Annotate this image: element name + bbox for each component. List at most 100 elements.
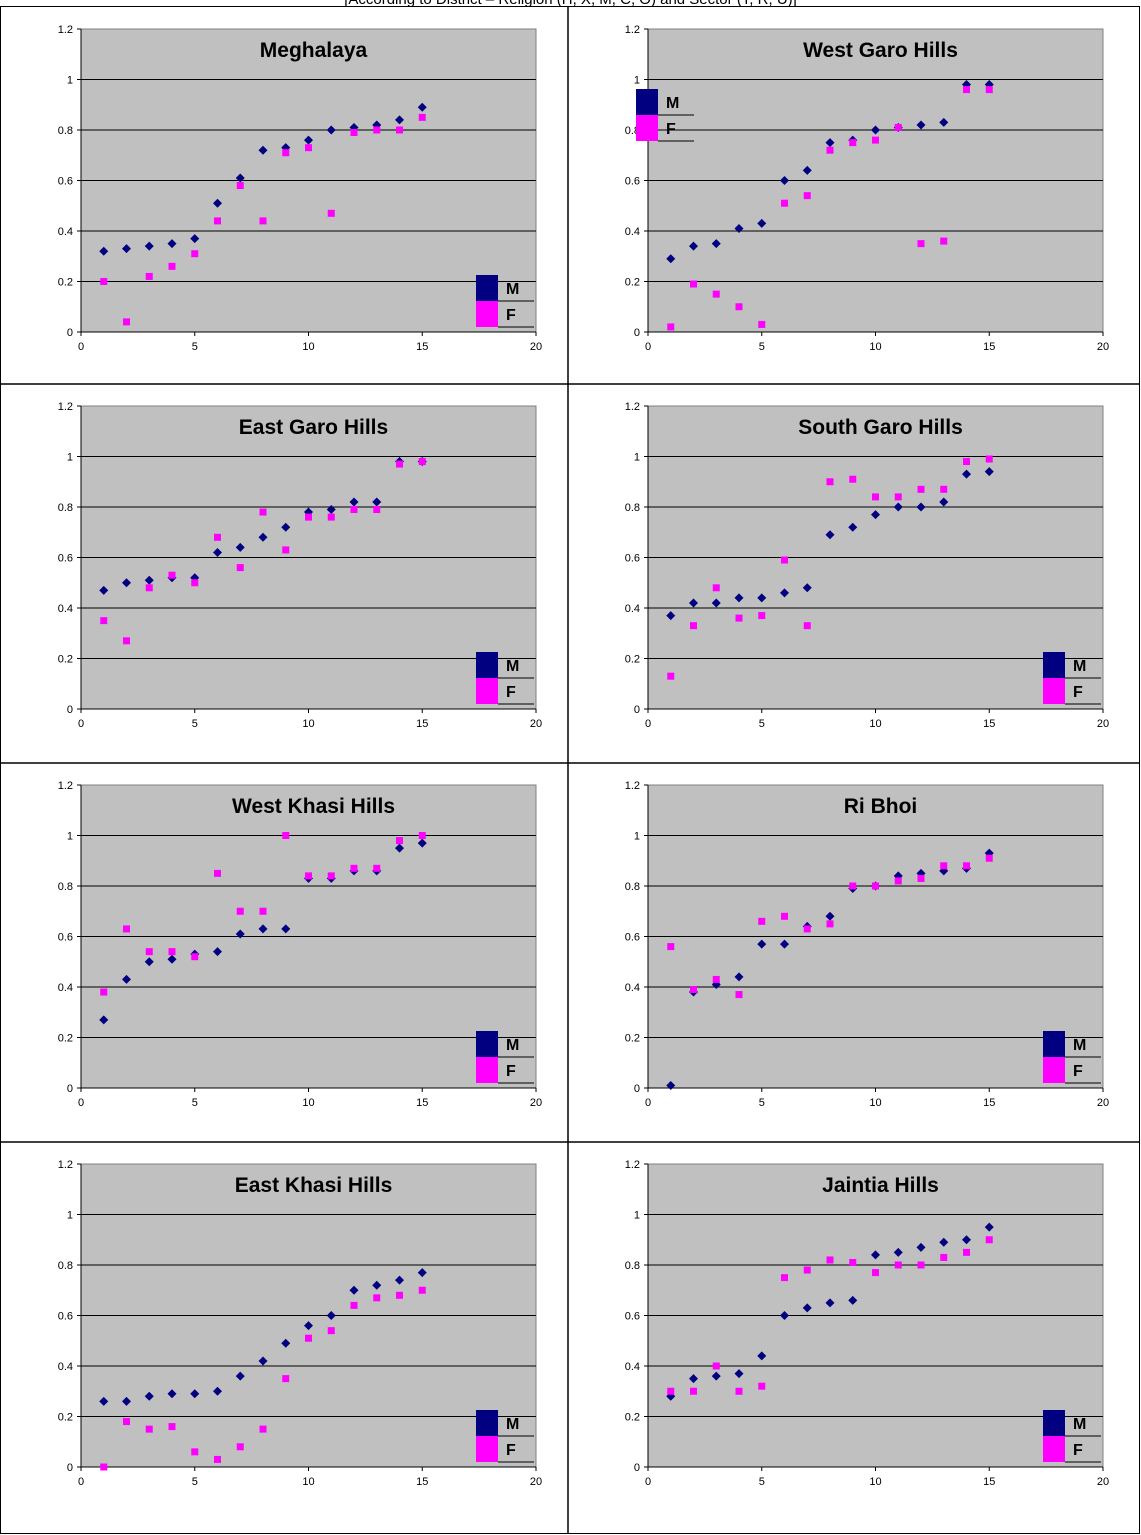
point-f: [236, 907, 244, 915]
point-f: [259, 217, 267, 225]
point-f: [894, 493, 902, 501]
x-tick-label: 5: [759, 1097, 765, 1109]
legend-label: M: [1073, 658, 1086, 675]
point-m: [122, 1396, 131, 1406]
x-tick-label: 0: [645, 1476, 651, 1488]
x-tick-label: 5: [192, 1097, 198, 1109]
point-f: [690, 622, 697, 630]
legend-swatch-m: [476, 1410, 498, 1436]
legend: MF: [476, 1031, 534, 1084]
y-tick-label: 0.6: [58, 1311, 73, 1323]
y-tick-label: 0.4: [625, 603, 640, 615]
point-f: [305, 513, 312, 521]
point-f: [803, 925, 811, 933]
point-f: [305, 144, 312, 152]
legend: MF: [636, 89, 694, 142]
point-m: [372, 497, 382, 507]
point-f: [758, 1382, 766, 1390]
chart-title: Jaintia Hills: [822, 1174, 939, 1197]
point-m: [122, 974, 131, 984]
point-f: [418, 113, 426, 121]
y-tick-label: 1: [634, 452, 640, 464]
x-tick-label: 20: [1097, 1476, 1109, 1488]
chart-panel: 0 0.2 0.4 0.6 0.8 1 1.2 0 5 10 15 20 Jaintia Hills MF: [625, 1159, 1109, 1488]
point-m: [848, 522, 858, 532]
charts-svg: 00.20.40.60.811.20 5 10 15 20MeghalayaMF00.2…: [1, 7, 1139, 1533]
x-tick-label: 15: [983, 1476, 995, 1488]
y-tick-label: 0.2: [625, 654, 640, 666]
point-m: [167, 1389, 177, 1399]
point-f: [690, 1387, 697, 1395]
x-tick-label: 0: [645, 718, 651, 730]
point-m: [258, 145, 268, 155]
legend-swatch-f: [1043, 1057, 1065, 1083]
point-f: [872, 1269, 879, 1277]
point-f: [735, 614, 743, 622]
legend: MF: [1043, 1410, 1101, 1463]
y-tick-label: 1.2: [58, 401, 73, 413]
legend: MF: [1043, 652, 1101, 705]
point-f: [985, 455, 993, 463]
point-f: [849, 1258, 857, 1266]
point-m: [235, 542, 245, 552]
point-m: [871, 1250, 880, 1260]
point-m: [757, 939, 767, 949]
y-tick-label: 0.4: [58, 603, 73, 615]
point-m: [213, 1386, 222, 1396]
point-m: [144, 241, 154, 251]
y-tick-label: 0.4: [58, 226, 73, 238]
point-m: [666, 1080, 676, 1090]
x-tick-label: 10: [302, 341, 314, 353]
legend-label: F: [1073, 684, 1083, 701]
point-m: [99, 585, 109, 595]
point-f: [985, 1236, 993, 1244]
point-f: [145, 1425, 153, 1433]
point-m: [326, 1311, 336, 1320]
point-f: [712, 290, 720, 298]
point-m: [780, 1311, 789, 1320]
point-f: [894, 877, 902, 885]
point-m: [893, 502, 903, 512]
point-f: [940, 1253, 948, 1261]
point-f: [894, 123, 902, 131]
point-f: [667, 323, 675, 331]
point-m: [122, 578, 131, 588]
point-f: [826, 1256, 834, 1264]
point-m: [666, 611, 676, 621]
point-f: [100, 988, 108, 996]
point-m: [802, 1303, 812, 1313]
point-m: [711, 239, 721, 249]
point-f: [327, 209, 335, 217]
x-tick-label: 20: [530, 1097, 542, 1109]
legend-swatch-f: [476, 678, 498, 704]
point-f: [282, 832, 290, 839]
point-f: [350, 129, 358, 137]
y-tick-label: 0.6: [625, 553, 640, 565]
y-tick-label: 0: [67, 1462, 73, 1474]
point-m: [802, 165, 812, 175]
point-f: [690, 986, 697, 994]
point-f: [940, 862, 948, 870]
point-m: [825, 138, 835, 148]
y-tick-label: 0.2: [58, 654, 73, 666]
y-tick-label: 0.4: [58, 982, 73, 994]
point-f: [282, 1375, 290, 1383]
x-tick-label: 10: [302, 1097, 314, 1109]
point-m: [711, 598, 721, 608]
y-tick-label: 0.8: [625, 881, 640, 893]
x-tick-label: 5: [192, 1476, 198, 1488]
legend-swatch-f: [476, 1057, 498, 1083]
point-f: [690, 280, 697, 288]
point-f: [236, 182, 244, 190]
point-m: [939, 117, 949, 127]
point-m: [326, 125, 336, 135]
x-tick-label: 5: [192, 718, 198, 730]
y-tick-label: 0.6: [58, 553, 73, 565]
y-tick-label: 1.2: [58, 1159, 73, 1171]
point-m: [395, 115, 404, 125]
point-m: [666, 254, 676, 264]
legend-swatch-m: [1043, 1031, 1065, 1057]
point-f: [259, 508, 267, 516]
y-tick-label: 1: [67, 831, 73, 843]
